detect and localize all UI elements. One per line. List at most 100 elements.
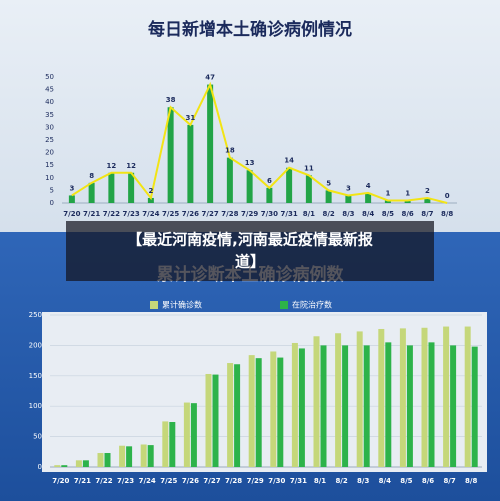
x-tick-label: 7/21 [83, 210, 100, 218]
x-tick-label: 8/7 [421, 210, 433, 218]
x-tick-label: 8/3 [357, 477, 369, 485]
x-tick-label: 8/1 [303, 210, 315, 218]
bar [162, 421, 169, 467]
x-tick-label: 7/30 [261, 210, 278, 218]
data-label: 12 [126, 162, 136, 170]
caption: 【最近河南疫情,河南最近疫情最新报 [127, 231, 373, 249]
x-tick-label: 7/23 [123, 210, 140, 218]
bar [227, 363, 234, 467]
data-label: 47 [205, 74, 215, 82]
legend-swatch [150, 301, 158, 309]
bar [187, 124, 194, 203]
x-tick-label: 8/5 [400, 477, 412, 485]
x-tick-label: 7/28 [225, 477, 242, 485]
x-tick-label: 8/6 [401, 210, 413, 218]
bar [450, 345, 457, 467]
x-tick-label: 8/2 [322, 210, 334, 218]
legend-label: 累计确诊数 [162, 300, 202, 310]
data-label: 31 [186, 114, 196, 122]
bar [167, 107, 174, 203]
y-tick-label: 5 [50, 186, 54, 194]
y-tick-label: 15 [45, 161, 54, 169]
bar [291, 342, 298, 467]
bar [325, 190, 332, 203]
x-tick-label: 7/27 [202, 210, 219, 218]
x-tick-label: 8/6 [422, 477, 434, 485]
bar [345, 195, 352, 203]
bar [399, 328, 406, 467]
bar [378, 328, 385, 467]
y-tick-label: 35 [45, 111, 54, 119]
bar [428, 342, 435, 467]
y-tick-label: 200 [29, 341, 42, 349]
bar [248, 355, 255, 467]
bar [88, 182, 95, 203]
y-tick-label: 50 [33, 433, 42, 441]
x-tick-label: 7/22 [103, 210, 120, 218]
bar [212, 374, 219, 467]
x-tick-label: 7/22 [95, 477, 112, 485]
bar [298, 348, 305, 467]
bar [119, 445, 126, 467]
x-tick-label: 7/26 [182, 477, 199, 485]
caption-box [66, 221, 434, 281]
data-label: 8 [89, 172, 94, 180]
bar [266, 187, 273, 203]
bar [320, 345, 327, 467]
bar [406, 345, 413, 467]
bar [190, 403, 197, 467]
x-tick-label: 7/25 [160, 477, 177, 485]
data-label: 3 [346, 184, 351, 192]
bar [356, 331, 363, 467]
bar [421, 327, 428, 467]
y-tick-label: 45 [45, 86, 54, 94]
bar [183, 402, 190, 467]
data-label: 1 [405, 189, 410, 197]
bar [226, 157, 233, 203]
legend-label: 在院治疗数 [292, 300, 332, 310]
x-tick-label: 7/27 [203, 477, 220, 485]
bar [255, 358, 262, 467]
bar [68, 195, 75, 203]
plot-panel [42, 312, 487, 472]
bar [147, 197, 154, 203]
x-tick-label: 7/21 [74, 477, 91, 485]
bar [61, 465, 68, 467]
data-label: 2 [425, 187, 430, 195]
x-tick-label: 8/5 [382, 210, 394, 218]
bar [75, 460, 82, 467]
data-label: 3 [69, 184, 74, 192]
data-label: 38 [166, 96, 176, 104]
y-tick-label: 0 [50, 199, 54, 207]
bar [54, 465, 61, 467]
bar [365, 192, 372, 203]
bar [464, 326, 471, 467]
caption: 道】 [235, 253, 265, 271]
chart-title: 每日新增本土确诊病例情况 [148, 19, 352, 40]
bar [385, 342, 392, 467]
bar [126, 446, 133, 467]
x-tick-label: 8/8 [465, 477, 477, 485]
data-label: 0 [445, 192, 450, 200]
bar [108, 172, 115, 203]
line [71, 81, 448, 204]
bar [234, 364, 241, 467]
x-tick-label: 7/29 [241, 210, 258, 218]
y-tick-label: 30 [45, 123, 54, 131]
data-label: 12 [107, 162, 117, 170]
y-tick-label: 50 [45, 73, 54, 81]
data-label: 4 [366, 182, 371, 190]
bar [82, 460, 89, 467]
x-tick-label: 7/20 [52, 477, 69, 485]
x-tick-label: 7/20 [63, 210, 80, 218]
x-tick-label: 8/3 [342, 210, 354, 218]
x-tick-label: 7/31 [290, 477, 307, 485]
bar [97, 453, 104, 467]
y-tick-label: 10 [45, 174, 54, 182]
bar [404, 200, 411, 203]
data-label: 6 [267, 177, 272, 185]
y-tick-label: 25 [45, 136, 54, 144]
x-tick-label: 7/28 [221, 210, 238, 218]
